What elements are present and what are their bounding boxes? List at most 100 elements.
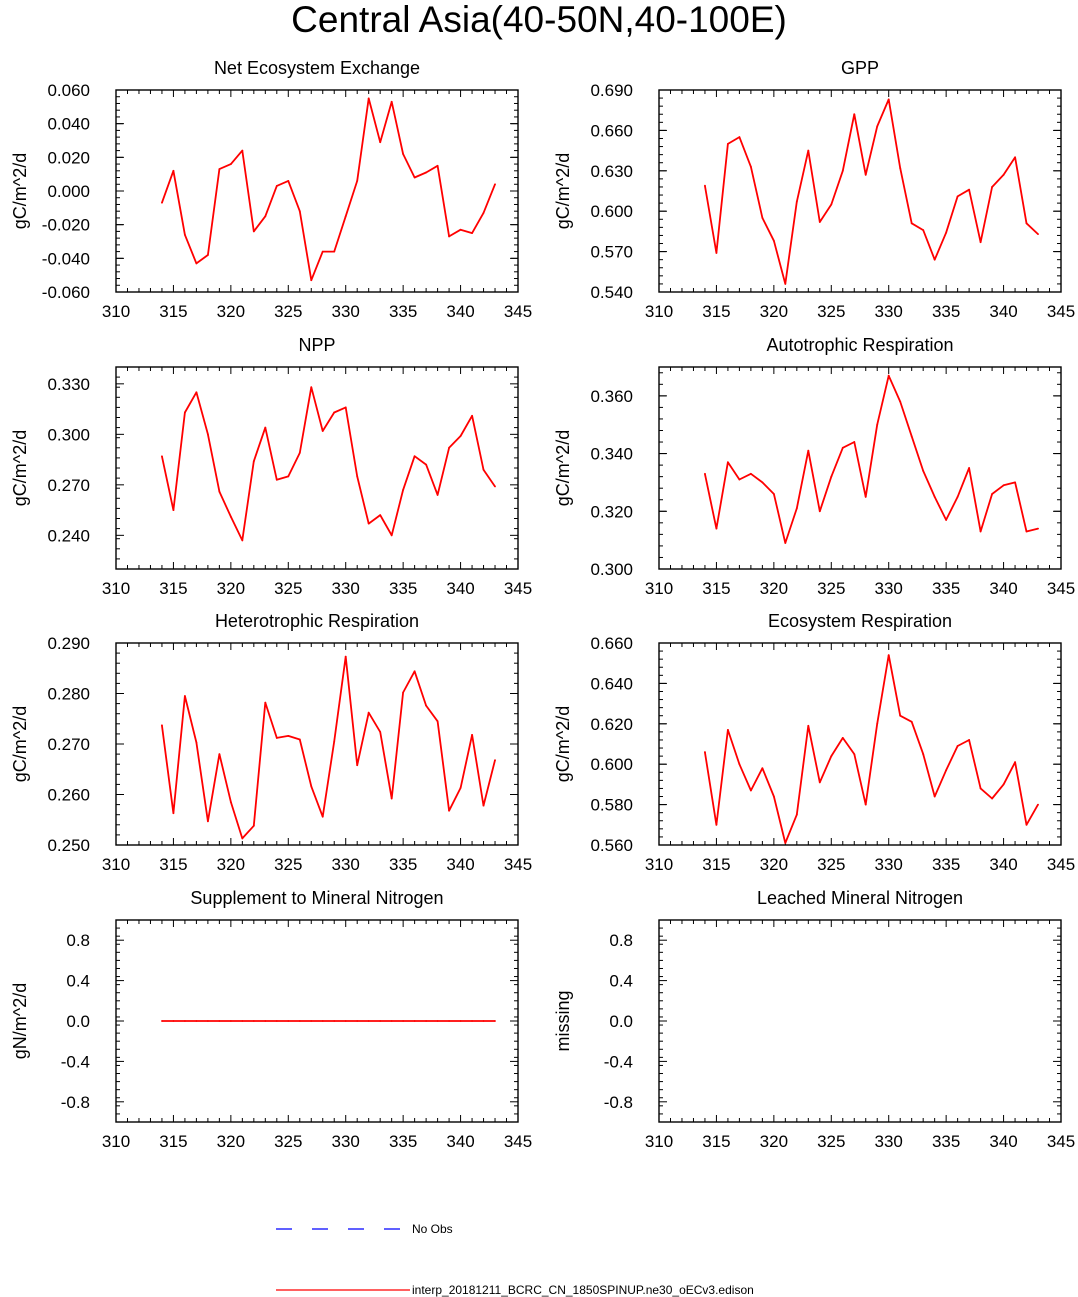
panel-leached-mineral-nitrogen: 310 315 320 325 330 335 340 345 -0.8 -0.4 0.0 0.4 0.… (553, 888, 1075, 1151)
data-point (206, 254, 209, 256)
data-point (494, 1020, 496, 1022)
legend-label-model: interp_20181211_BCRC_CN_1850SPINUP.ne30_… (412, 1283, 754, 1297)
data-point (321, 815, 324, 818)
data-point (344, 655, 347, 658)
data-point (310, 1020, 313, 1022)
x-tick-label: 330 (875, 855, 903, 874)
data-point (402, 488, 405, 491)
panel-npp: 310 315 320 325 330 335 340 345 0.240 0.270 0.300 0… (10, 335, 532, 598)
data-point (206, 820, 209, 823)
data-point (795, 813, 798, 816)
data-point (704, 184, 706, 187)
series-line (704, 98, 1039, 285)
plot-frame (115, 366, 519, 570)
data-point (991, 186, 993, 188)
data-point (425, 704, 428, 707)
data-point (206, 1020, 209, 1022)
x-tick-label: 310 (645, 302, 673, 321)
data-point (367, 1020, 370, 1022)
data-point (390, 797, 393, 800)
data-point (172, 812, 175, 815)
data-point (425, 463, 428, 466)
data-point (807, 724, 810, 727)
data-point (922, 229, 925, 231)
panel-gpp: 310 315 320 325 330 335 340 345 0.540 0.570 0.600 0… (553, 58, 1075, 321)
data-point (715, 823, 718, 826)
data-point (402, 1020, 405, 1022)
data-point (1014, 761, 1016, 764)
panel-title: Heterotrophic Respiration (215, 611, 419, 631)
data-point (252, 460, 255, 463)
data-point (830, 475, 833, 478)
data-point (413, 176, 416, 179)
x-tick-label: 325 (817, 579, 845, 598)
data-point (945, 519, 948, 521)
data-point (321, 250, 324, 253)
x-tick-label: 315 (702, 1132, 730, 1151)
x-tick-label: 335 (932, 855, 960, 874)
data-point (264, 1020, 267, 1022)
x-tick-label: 335 (389, 302, 417, 321)
x-tick-label: 315 (159, 302, 187, 321)
data-point (807, 149, 810, 152)
x-tick-label: 345 (504, 302, 532, 321)
data-point (1025, 530, 1028, 533)
panel-title: Leached Mineral Nitrogen (757, 888, 963, 908)
data-point (910, 720, 913, 723)
panel-autotrophic-respiration: 310 315 320 325 330 335 340 345 0.300 0.320 0.340 0… (553, 335, 1075, 598)
data-point (310, 279, 313, 282)
data-point (264, 701, 267, 704)
data-point (229, 515, 232, 518)
x-tick-label: 330 (875, 302, 903, 321)
data-point (436, 720, 439, 723)
y-axis-label: gC/m^2/d (10, 430, 30, 506)
plot-frame (115, 642, 519, 846)
data-point (425, 171, 428, 174)
x-tick-label: 345 (1047, 579, 1075, 598)
y-axis-label: gC/m^2/d (10, 153, 30, 229)
data-point (356, 764, 359, 767)
data-point (738, 136, 741, 139)
x-tick-label: 345 (504, 1132, 532, 1151)
x-tick-label: 320 (760, 302, 788, 321)
x-tick-label: 335 (389, 1132, 417, 1151)
x-tick-label: 310 (102, 302, 130, 321)
x-tick-label: 310 (645, 579, 673, 598)
data-point (459, 228, 462, 231)
data-point (784, 542, 787, 544)
plot-frame (658, 89, 1062, 293)
y-tick-label: 0.300 (47, 425, 90, 444)
data-point (853, 441, 856, 443)
data-point (367, 711, 370, 714)
series-line (161, 655, 496, 840)
y-tick-label: 0.4 (66, 972, 90, 991)
x-tick-label: 345 (504, 579, 532, 598)
data-point (229, 1020, 232, 1022)
panel-title: Supplement to Mineral Nitrogen (190, 888, 443, 908)
data-point (876, 722, 879, 725)
data-point (715, 527, 718, 530)
x-tick-label: 330 (875, 579, 903, 598)
data-point (795, 507, 798, 510)
plot-frame (658, 642, 1062, 846)
x-tick-label: 315 (702, 302, 730, 321)
data-point (494, 183, 496, 186)
panel-net-ecosystem-exchange: 310 315 320 325 330 335 340 345 -0.060 -0.040 -0.0… (10, 58, 532, 321)
y-tick-label: 0.240 (47, 526, 90, 545)
data-point (482, 468, 485, 471)
data-point (425, 1020, 428, 1022)
data-point (252, 824, 255, 827)
x-tick-label: 315 (159, 855, 187, 874)
data-point (344, 215, 347, 218)
data-point (1002, 173, 1005, 176)
data-point (910, 222, 913, 225)
data-point (252, 1020, 255, 1022)
data-point (310, 785, 313, 788)
data-point (715, 252, 718, 254)
data-point (979, 787, 982, 790)
data-point (161, 455, 163, 458)
x-tick-label: 330 (332, 579, 360, 598)
data-point (184, 233, 186, 236)
data-point (933, 495, 936, 498)
data-point (459, 787, 462, 789)
